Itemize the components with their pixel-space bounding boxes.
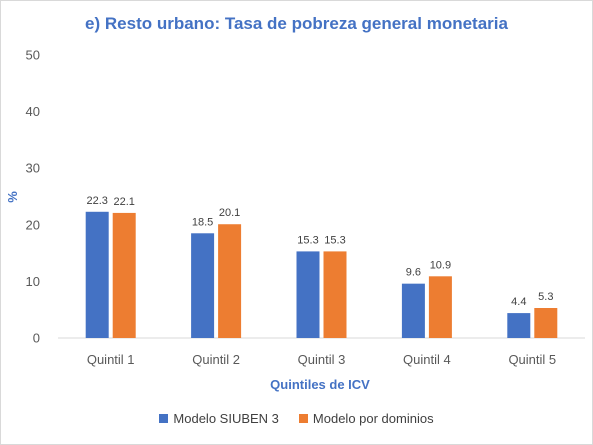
y-tick-label-4: 40	[26, 104, 40, 119]
bar-series-1-5	[507, 313, 531, 338]
x-tick-label-5: Quintil 5	[508, 352, 556, 367]
x-axis-title: Quintiles de ICV	[270, 377, 370, 392]
legend-swatch-series-2	[298, 414, 308, 423]
legend-label-series-1: Modelo SIUBEN 3	[173, 411, 279, 426]
bar-series-2-4	[428, 276, 452, 338]
legend-item-series-2: Modelo por dominios	[298, 411, 434, 426]
bar-series-1-4	[401, 283, 425, 338]
bar-series-2-3	[323, 251, 347, 338]
y-tick-label-1: 10	[26, 274, 40, 289]
x-tick-label-1: Quintil 1	[87, 352, 135, 367]
data-label-series-2-1: 22.1	[113, 196, 134, 208]
y-tick-label-2: 20	[26, 217, 40, 232]
data-label-series-1-5: 4.4	[511, 296, 526, 308]
x-axis-ticks: Quintil 1 Quintil 2 Quintil 3 Quintil 4 Quin…	[87, 352, 556, 367]
y-tick-label-5: 50	[26, 48, 40, 63]
data-label-series-2-4: 10.9	[430, 259, 451, 271]
bar-series-2-1	[112, 212, 136, 338]
bar-series-2-5	[534, 308, 558, 338]
data-label-series-2-2: 20.1	[219, 207, 240, 219]
x-tick-label-3: Quintil 3	[298, 352, 346, 367]
data-label-series-2-3: 15.3	[324, 234, 345, 246]
legend-item-series-1: Modelo SIUBEN 3	[159, 411, 279, 426]
x-tick-label-2: Quintil 2	[192, 352, 240, 367]
data-labels: 22.3 22.1 18.5 20.1 15.3 15.3 9.6 10.9 4.4 5.3	[86, 195, 553, 308]
bar-series-2-2	[218, 224, 242, 338]
data-label-series-1-2: 18.5	[192, 216, 213, 228]
legend-swatch-series-1	[159, 414, 169, 423]
data-label-series-1-1: 22.3	[86, 195, 107, 207]
x-tick-label-4: Quintil 4	[403, 352, 451, 367]
bars	[85, 211, 558, 338]
y-axis-title: %	[5, 191, 20, 203]
legend: Modelo SIUBEN 3 Modelo por dominios	[0, 411, 593, 426]
y-tick-label-0: 0	[33, 331, 40, 346]
data-label-series-1-3: 15.3	[297, 234, 318, 246]
bar-series-1-1	[85, 211, 109, 338]
y-tick-label-3: 30	[26, 161, 40, 176]
data-label-series-2-5: 5.3	[538, 291, 553, 303]
bar-series-1-2	[191, 233, 215, 338]
y-axis-ticks: 0 10 20 30 40 50	[26, 48, 40, 346]
data-label-series-1-4: 9.6	[406, 267, 421, 279]
bar-series-1-3	[296, 251, 320, 338]
chart-title: e) Resto urbano: Tasa de pobreza general…	[85, 14, 508, 33]
legend-label-series-2: Modelo por dominios	[312, 411, 434, 426]
